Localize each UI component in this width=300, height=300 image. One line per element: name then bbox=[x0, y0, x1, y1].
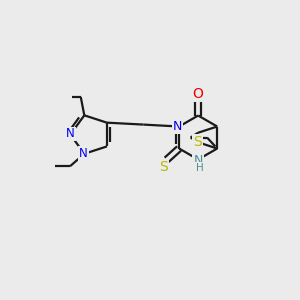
Text: N: N bbox=[66, 128, 75, 140]
Text: N: N bbox=[194, 154, 203, 167]
Text: O: O bbox=[193, 86, 204, 100]
Text: N: N bbox=[66, 128, 75, 140]
Text: N: N bbox=[79, 147, 88, 160]
Text: S: S bbox=[159, 160, 167, 174]
Text: H: H bbox=[196, 163, 203, 173]
Text: N: N bbox=[173, 120, 182, 133]
Text: S: S bbox=[194, 135, 202, 149]
Text: N: N bbox=[79, 147, 88, 160]
